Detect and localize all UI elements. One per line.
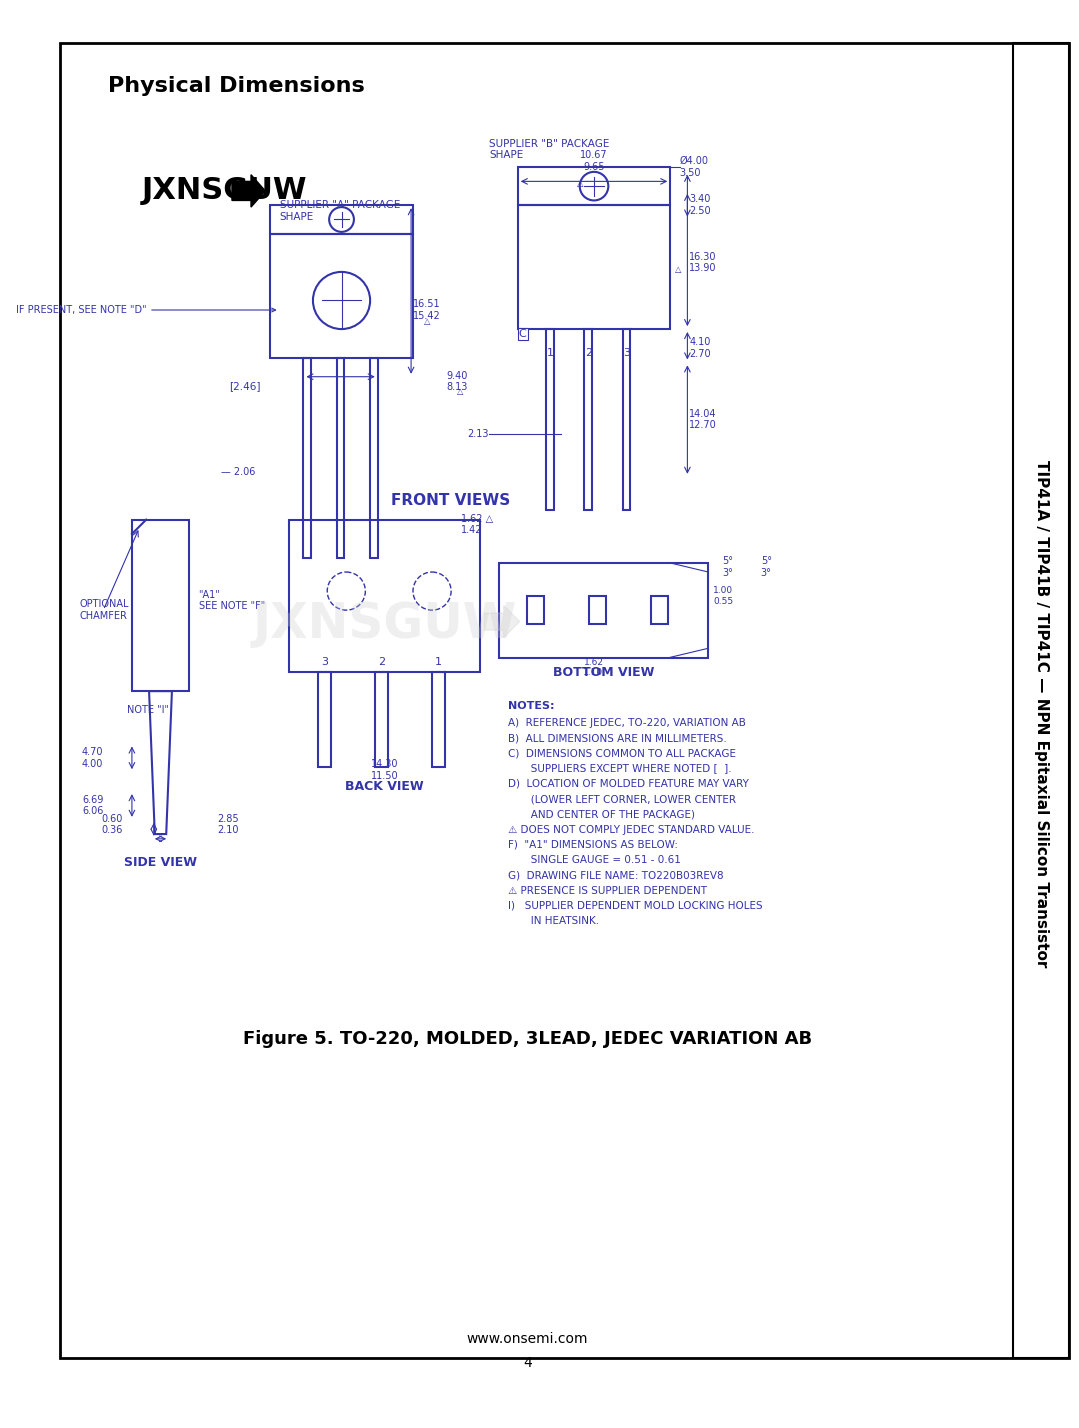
Bar (303, 357, 311, 558)
Text: △: △ (576, 178, 583, 188)
Text: FRONT VIEWS: FRONT VIEWS (392, 493, 510, 508)
Text: △: △ (457, 387, 464, 396)
Text: 14.30
11.50: 14.30 11.50 (370, 760, 398, 781)
Bar (289, 520, 480, 673)
Bar (518, 206, 670, 328)
Text: I)   SUPPLIER DEPENDENT MOLD LOCKING HOLES: I) SUPPLIER DEPENDENT MOLD LOCKING HOLES (508, 901, 763, 911)
Text: AND CENTER OF THE PACKAGE): AND CENTER OF THE PACKAGE) (508, 810, 695, 820)
Text: 2.13: 2.13 (467, 428, 489, 438)
Text: "A1"
SEE NOTE "F": "A1" SEE NOTE "F" (199, 590, 264, 611)
Text: SUPPLIER "A" PACKAGE
SHAPE: SUPPLIER "A" PACKAGE SHAPE (279, 200, 400, 221)
Text: 4: 4 (523, 1355, 532, 1369)
Polygon shape (232, 174, 265, 207)
Text: JXNSGUW: JXNSGUW (252, 600, 517, 648)
Text: Figure 5. TO-220, MOLDED, 3LEAD, JEDEC VARIATION AB: Figure 5. TO-220, MOLDED, 3LEAD, JEDEC V… (243, 1030, 811, 1048)
Bar (498, 563, 708, 658)
Bar (374, 673, 388, 767)
Text: BACK VIEW: BACK VIEW (345, 780, 424, 793)
Text: JXNSGUW: JXNSGUW (141, 177, 306, 206)
Text: SUPPLIER "B" PACKAGE
SHAPE: SUPPLIER "B" PACKAGE SHAPE (489, 139, 610, 160)
Bar (589, 595, 606, 624)
Text: 1.62 △
1.42: 1.62 △ 1.42 (461, 514, 493, 536)
Text: 4.70
4.00: 4.70 4.00 (82, 747, 104, 768)
Bar (546, 328, 554, 510)
Text: 0.60
0.36: 0.60 0.36 (101, 814, 122, 835)
Text: SINGLE GAUGE = 0.51 - 0.61: SINGLE GAUGE = 0.51 - 0.61 (508, 855, 681, 865)
Text: NOTE "I": NOTE "I" (127, 705, 169, 715)
Text: www.onsemi.com: www.onsemi.com (466, 1332, 588, 1347)
Bar (337, 357, 344, 558)
Text: [2.46]: [2.46] (229, 381, 260, 391)
Text: IN HEATSINK.: IN HEATSINK. (508, 915, 600, 925)
Bar (270, 234, 413, 357)
Text: 1: 1 (547, 348, 554, 358)
Bar (132, 520, 189, 691)
Bar (585, 328, 592, 510)
Text: Ø4.00
3.50: Ø4.00 3.50 (680, 156, 709, 178)
Bar (432, 673, 446, 767)
Bar (518, 167, 670, 206)
Bar (317, 673, 331, 767)
Text: G)  DRAWING FILE NAME: TO220B03REV8: G) DRAWING FILE NAME: TO220B03REV8 (508, 870, 724, 880)
Bar (270, 206, 413, 234)
Polygon shape (484, 605, 520, 638)
Text: — 2.06: — 2.06 (221, 467, 256, 477)
Text: 2.85
2.10: 2.85 2.10 (218, 814, 240, 835)
Text: 14.04
12.70: 14.04 12.70 (689, 408, 718, 430)
Text: △: △ (424, 317, 431, 327)
Text: A)  REFERENCE JEDEC, TO-220, VARIATION AB: A) REFERENCE JEDEC, TO-220, VARIATION AB (508, 718, 747, 728)
Text: (LOWER LEFT CORNER, LOWER CENTER: (LOWER LEFT CORNER, LOWER CENTER (508, 794, 736, 804)
Text: 1.00
0.55: 1.00 0.55 (713, 585, 734, 605)
Text: 2: 2 (378, 657, 385, 667)
Text: 3: 3 (320, 657, 328, 667)
Text: 6.69
6.06: 6.69 6.06 (82, 794, 104, 817)
Text: SUPPLIERS EXCEPT WHERE NOTED [  ].: SUPPLIERS EXCEPT WHERE NOTED [ ]. (508, 764, 732, 774)
Text: B)  ALL DIMENSIONS ARE IN MILLIMETERS.: B) ALL DIMENSIONS ARE IN MILLIMETERS. (508, 733, 727, 743)
Bar (528, 595, 545, 624)
Text: Physical Dimensions: Physical Dimensions (108, 76, 365, 96)
Text: SIDE VIEW: SIDE VIEW (124, 857, 197, 870)
Text: NOTES:: NOTES: (508, 701, 555, 711)
Text: OPTIONAL
CHAMFER: OPTIONAL CHAMFER (80, 600, 129, 621)
Bar (623, 328, 630, 510)
Text: 16.30
13.90: 16.30 13.90 (689, 251, 716, 273)
Bar (1013, 43, 1069, 1358)
Text: 16.51
15.42: 16.51 15.42 (413, 300, 440, 321)
Text: C)  DIMENSIONS COMMON TO ALL PACKAGE: C) DIMENSIONS COMMON TO ALL PACKAGE (508, 748, 736, 758)
Text: BOTTOM VIEW: BOTTOM VIEW (552, 665, 654, 678)
Text: 3.40
2.50: 3.40 2.50 (689, 194, 711, 216)
Text: 5°
3°: 5° 3° (723, 557, 734, 578)
Text: C: C (519, 328, 527, 338)
Text: 2: 2 (585, 348, 592, 358)
Bar (370, 357, 378, 558)
Text: 9.40
8.13: 9.40 8.13 (447, 371, 467, 393)
Text: 3: 3 (623, 348, 630, 358)
Text: 10.67
9.65: 10.67 9.65 (581, 150, 607, 171)
Text: 4.10
2.70: 4.10 2.70 (689, 337, 711, 358)
Text: ⚠ DOES NOT COMPLY JEDEC STANDARD VALUE.: ⚠ DOES NOT COMPLY JEDEC STANDARD VALUE. (508, 824, 755, 834)
Text: ⚠ PRESENCE IS SUPPLIER DEPENDENT: ⚠ PRESENCE IS SUPPLIER DEPENDENT (508, 885, 707, 895)
Text: D)  LOCATION OF MOLDED FEATURE MAY VARY: D) LOCATION OF MOLDED FEATURE MAY VARY (508, 778, 749, 788)
Text: 1.62
1.10: 1.62 1.10 (584, 658, 603, 677)
Text: 5°
3°: 5° 3° (761, 557, 771, 578)
Text: F)  "A1" DIMENSIONS AS BELOW:: F) "A1" DIMENSIONS AS BELOW: (508, 840, 679, 850)
Text: TIP41A / TIP41B / TIP41C — NPN Epitaxial Silicon Transistor: TIP41A / TIP41B / TIP41C — NPN Epitaxial… (1035, 460, 1050, 968)
Text: IF PRESENT, SEE NOTE "D": IF PRESENT, SEE NOTE "D" (15, 306, 275, 316)
Text: 1: 1 (435, 657, 442, 667)
Text: △: △ (674, 266, 681, 274)
Bar (652, 595, 668, 624)
